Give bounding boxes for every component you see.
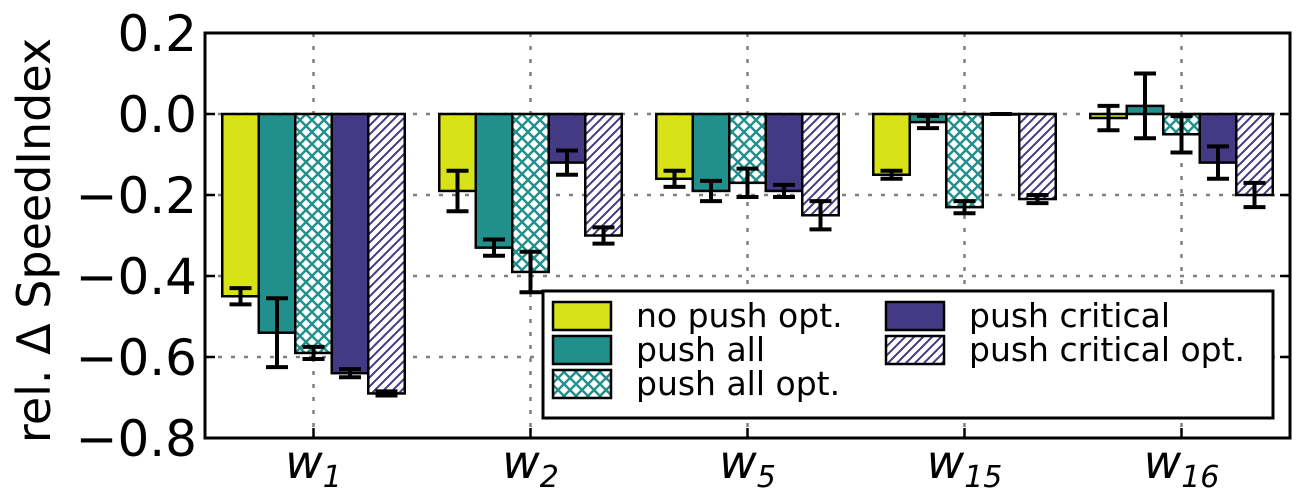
y-tick-labels: 0.2 0.0 −0.2 −0.4 −0.6 −0.8 (76, 5, 197, 468)
legend-swatch (551, 334, 613, 366)
legend-swatch (884, 334, 946, 366)
y-axis-label: rel. Δ SpeedIndex (7, 38, 61, 443)
bar (872, 112, 911, 176)
x-tick-label: w16 (1144, 435, 1220, 495)
x-tick-label: w15 (927, 435, 1003, 495)
y-tick-label: 0.2 (117, 5, 197, 63)
x-tick-label: w1 (285, 435, 342, 495)
y-tick-label: −0.4 (76, 248, 197, 306)
y-tick-label: 0.0 (117, 86, 197, 144)
bars (221, 104, 1274, 395)
bar (764, 112, 804, 193)
bar (945, 112, 984, 209)
bar (221, 112, 260, 298)
y-tick-label: −0.6 (76, 329, 197, 387)
legend-label: push critical opt. (969, 330, 1245, 369)
legend-label: push all opt. (636, 364, 840, 403)
legend-label: push critical (969, 296, 1170, 335)
legend-label: no push opt. (636, 296, 843, 335)
x-tick-labels: w1 w2 w5 w15 w16 (285, 435, 1219, 495)
bar (801, 112, 840, 217)
y-tick-label: −0.2 (76, 167, 197, 225)
bar (330, 112, 370, 375)
grid (205, 33, 1290, 438)
bar (294, 112, 333, 355)
legend-label: push all (636, 330, 765, 369)
legend-swatch (551, 368, 613, 400)
bar (1018, 112, 1057, 201)
bar (474, 112, 514, 249)
bar (584, 112, 623, 237)
bar (367, 112, 406, 395)
bar (511, 112, 550, 274)
y-tick-label: −0.8 (76, 410, 197, 468)
legend-swatch (884, 300, 946, 332)
ticks (205, 31, 1290, 440)
x-tick-label: w2 (502, 435, 559, 495)
x-tick-label: w5 (719, 435, 776, 495)
legend-swatch (551, 300, 613, 332)
error-bars (229, 71, 1266, 398)
